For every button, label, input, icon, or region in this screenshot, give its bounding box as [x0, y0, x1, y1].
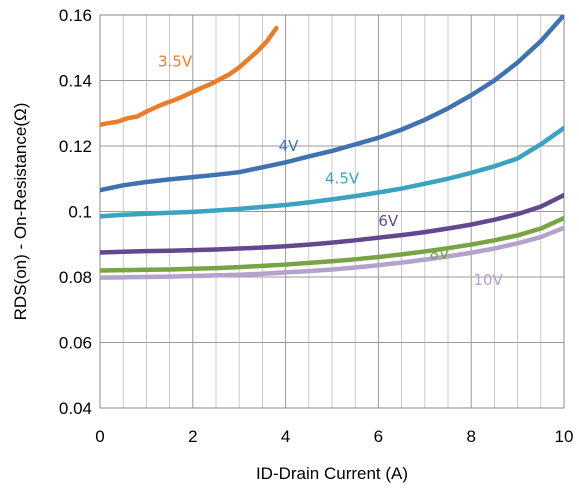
series-annotation: 4V [279, 137, 300, 155]
x-tick-label: 8 [466, 427, 475, 446]
y-tick-label: 0.12 [59, 137, 92, 156]
y-tick-label: 0.14 [59, 72, 92, 91]
series-annotation: 10V [474, 271, 504, 289]
y-axis-title: RDS(on) - On-Resistance(Ω) [11, 103, 30, 321]
x-tick-label: 0 [95, 427, 104, 446]
y-tick-label: 0.08 [59, 268, 92, 287]
series-annotation: 8V [429, 245, 450, 263]
x-tick-label: 10 [555, 427, 574, 446]
series-line-4_5V [100, 125, 564, 219]
y-tick-label: 0.1 [68, 203, 92, 222]
series-line-8V [100, 215, 564, 273]
y-tick-label: 0.06 [59, 334, 92, 353]
x-axis-title: ID-Drain Current (A) [256, 464, 408, 483]
series-annotation: 4.5V [325, 170, 360, 188]
series-annotation: 6V [378, 212, 399, 230]
series-annotation: 3.5V [158, 53, 193, 71]
series-line-3_5V [100, 25, 279, 127]
series-line-6V [100, 192, 564, 255]
y-tick-label: 0.16 [59, 6, 92, 25]
series-line-10V [100, 225, 564, 280]
y-tick-label: 0.04 [59, 399, 92, 418]
x-tick-label: 2 [188, 427, 197, 446]
series-lines [100, 15, 564, 280]
series-line-4V [100, 15, 564, 193]
tick-labels: 0 2 4 6 8 10 0.04 0.06 0.08 0.1 0.12 0.14 0.16 [59, 6, 574, 446]
series-annotations: 3.5V 4V 4.5V 6V 8V 10V [158, 53, 504, 289]
x-tick-label: 4 [281, 427, 290, 446]
plot-frame [99, 14, 565, 409]
x-tick-label: 6 [374, 427, 383, 446]
